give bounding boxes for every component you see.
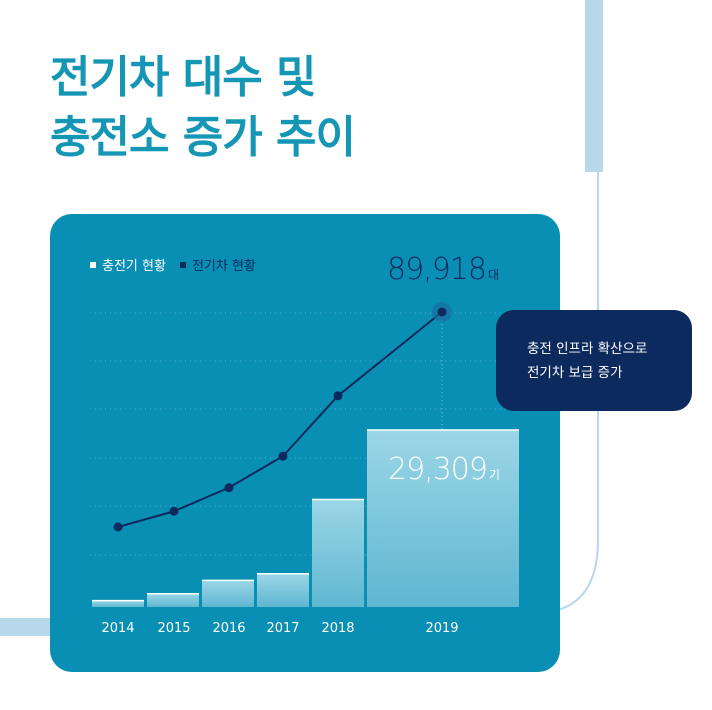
deco-left-bar (0, 618, 52, 636)
bar-2016 (202, 580, 254, 607)
ev-point-2019 (437, 307, 447, 317)
x-tick-label: 2014 (101, 621, 134, 636)
legend-label-charger: 충전기 현황 (102, 259, 166, 274)
bar-2014 (92, 600, 144, 607)
legend-swatch-charger (90, 261, 96, 268)
x-tick-label: 2015 (157, 621, 190, 636)
callout-line-2: 전기차 보급 증가 (527, 364, 623, 381)
bar-2015 (147, 593, 199, 607)
ev-series-line (117, 311, 443, 528)
bar-2018 (312, 499, 364, 607)
ev-point-2014 (113, 522, 123, 532)
x-tick-label: 2018 (321, 621, 354, 636)
ev-point-2017 (278, 451, 288, 461)
legend-item-ev: 전기차 현황 (179, 255, 256, 274)
page-title: 전기차 대수 및 충전소 증가 추이 (50, 48, 356, 168)
ev-point-2016 (224, 483, 234, 493)
x-tick-label: 2019 (425, 621, 458, 636)
ev-highlight-unit: 대 (487, 268, 500, 282)
ev-highlight-value: 89,918 대 (387, 252, 499, 287)
bar-2019 (367, 430, 519, 607)
ev-point-2015 (169, 506, 179, 516)
callout-line-1: 충전 인프라 확산으로 (527, 340, 648, 357)
legend-swatch-ev (179, 261, 186, 268)
ev-point-2018 (333, 391, 343, 401)
title-line-2: 충전소 증가 추이 (50, 112, 356, 163)
charger-highlight-value: 29,309 기 (388, 452, 500, 487)
deco-curve-line (557, 172, 599, 611)
legend-item-charger: 충전기 현황 (90, 255, 166, 274)
charger-highlight-number: 29,309 (388, 452, 488, 487)
x-tick-label: 2016 (212, 621, 245, 636)
x-tick-label: 2017 (266, 621, 299, 636)
legend: 충전기 현황 전기차 현황 (90, 255, 256, 274)
callout-box: 충전 인프라 확산으로 전기차 보급 증가 (496, 310, 692, 411)
title-line-1: 전기차 대수 및 (50, 52, 317, 103)
deco-top-bar (585, 0, 603, 172)
bar-2017 (257, 573, 309, 607)
ev-highlight-number: 89,918 (387, 252, 487, 287)
legend-label-ev: 전기차 현황 (191, 259, 256, 274)
charger-highlight-unit: 기 (488, 468, 501, 482)
